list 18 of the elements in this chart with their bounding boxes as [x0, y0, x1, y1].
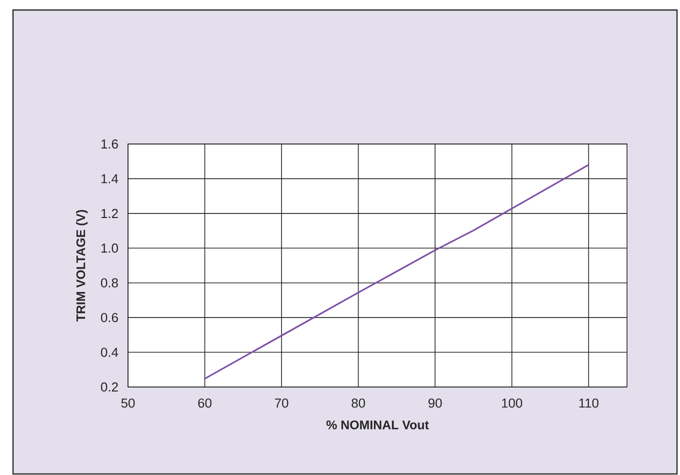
x-axis-title: % NOMINAL Vout: [326, 420, 429, 430]
y-tick-label: 1.6: [101, 140, 118, 149]
y-tick-label: 0.4: [100, 348, 118, 358]
y-tick-label: 1.2: [101, 209, 118, 218]
y-tick-label: 1.0: [101, 244, 118, 253]
x-tick-label: 80: [352, 398, 366, 408]
x-tick-label: 70: [275, 398, 288, 408]
y-tick-label: 1.4: [101, 174, 118, 184]
line-series: [204, 164, 590, 380]
x-tick-label: 50: [121, 398, 135, 408]
x-tick-label: 60: [198, 398, 212, 408]
x-tick-label: 110: [579, 398, 598, 408]
y-tick-label: 0.8: [100, 278, 118, 288]
y-tick-label: 0.2: [100, 382, 118, 392]
x-tick-label: 90: [428, 398, 442, 408]
x-tick-label: 100: [502, 398, 522, 408]
y-tick-label: 0.6: [100, 313, 118, 322]
y-axis-title: TRIM VOLTAGE (V): [76, 210, 88, 322]
